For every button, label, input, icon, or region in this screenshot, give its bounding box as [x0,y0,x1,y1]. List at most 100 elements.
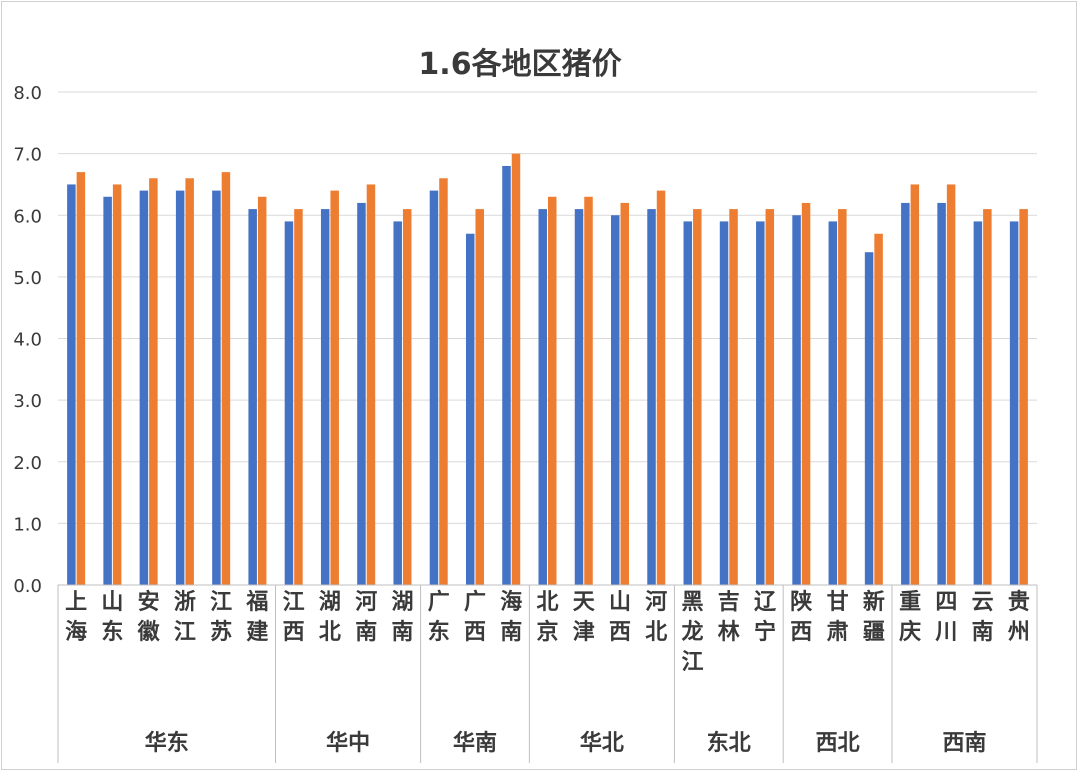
group-label: 华南 [453,730,497,756]
x-tick-label-char: 广 [428,589,450,615]
bar-series-2 [693,209,702,585]
x-tick-label-char: 疆 [863,620,885,645]
y-axis-tick-labels: 0.0 1.0 2.0 3.0 4.0 5.0 6.0 7.0 8.0 [13,83,42,597]
x-tick-label-char: 宁 [754,619,776,645]
bar-series-2 [221,172,231,586]
x-tick-label-char: 甘 [827,590,849,615]
bar-series-1 [719,221,729,585]
x-tick-label-char: 江 [682,650,704,675]
x-tick-label-char: 辽 [754,590,777,615]
x-tick-label-char: 山 [101,590,123,615]
x-tick-label-char: 湖 [319,590,341,615]
bar-series-1 [465,233,475,586]
bar-series-2 [983,209,992,585]
x-tick-label-char: 西 [609,620,631,645]
bar-series-2 [946,184,956,585]
x-tick-label-char: 安 [138,589,160,615]
x-tick-label-char: 江 [283,590,305,615]
bar-series-2 [330,190,339,585]
bar-series-1 [792,215,801,585]
y-tick-label: 3.0 [13,391,42,412]
bar-series-2 [838,209,847,585]
bar-series-2 [656,190,666,585]
bar-series-1 [67,184,76,585]
bar-series-2 [511,153,521,585]
x-tick-label-char: 川 [934,620,957,645]
x-tick-label-char: 贵 [1008,590,1030,615]
group-label: 西南 [942,731,986,756]
bar-series-1 [429,190,439,585]
x-tick-label-char: 重 [899,590,921,615]
bar-series-1 [1009,221,1019,585]
x-tick-label-char: 四 [935,590,957,615]
x-tick-label-char: 津 [573,619,595,645]
bar-series-1 [574,209,584,585]
bar-series-2 [185,178,194,585]
bar-series-1 [647,209,656,585]
x-tick-label-char: 东 [101,619,123,645]
y-tick-label: 1.0 [13,514,42,535]
bar-series-1 [502,165,511,585]
x-tick-label-char: 建 [246,620,268,645]
x-tick-label-char: 广 [464,589,486,615]
x-tick-label-char: 西 [464,620,486,645]
x-tick-label-char: 京 [536,619,558,645]
x-tick-label-char: 州 [1008,620,1030,645]
bar-series-1 [611,215,620,585]
x-axis-category-labels: 上海山东安徽浙江江苏福建江西湖北河南湖南广东广西海南北京天津山西河北黑龙江吉林辽… [65,589,1030,675]
bar-series-2 [765,209,775,585]
x-tick-label-char: 海 [65,619,87,645]
bar-series-2 [475,209,484,585]
bar-series-2 [439,178,448,585]
bar-series-1 [756,221,765,585]
x-tick-label-char: 北 [536,590,558,615]
x-tick-label-char: 南 [972,620,994,645]
x-tick-label-char: 东 [428,619,450,645]
bar-series-1 [901,202,910,586]
bar-series-1 [212,190,221,585]
x-tick-label-char: 河 [645,590,667,615]
bar-series-2 [801,202,811,586]
bar-series-1 [393,221,402,585]
bar-series-1 [937,202,946,586]
x-tick-label-char: 南 [355,620,377,645]
bars [67,153,1028,586]
x-tick-label-char: 苏 [210,619,232,645]
group-label: 东北 [707,730,751,756]
bar-series-1 [683,221,693,585]
x-tick-label-char: 浙 [174,590,196,615]
bar-series-2 [294,209,303,585]
x-axis-group-labels: 华东 华中 华南 华北 东北 西北 西南 [145,730,987,756]
x-tick-label-char: 湖 [391,590,413,615]
bar-series-1 [284,221,294,585]
group-label: 华北 [580,730,624,756]
x-tick-label-char: 吉 [718,589,740,615]
x-tick-label-char: 肃 [827,619,849,645]
bar-series-2 [910,184,920,585]
x-tick-label-char: 南 [500,620,522,645]
y-tick-label: 7.0 [13,145,42,166]
bar-series-2 [620,202,630,586]
x-tick-label-char: 福 [245,590,268,615]
x-tick-label-char: 新 [863,589,885,615]
gridlines [58,91,1037,524]
bar-series-2 [874,233,883,586]
bar-series-2 [1019,209,1028,585]
x-tick-label-char: 海 [500,589,522,615]
bar-series-2 [149,178,158,585]
bar-series-2 [729,209,738,585]
x-tick-label-char: 龙 [682,620,704,645]
bar-series-2 [584,196,593,585]
y-tick-label: 5.0 [13,268,42,289]
x-tick-label-char: 天 [573,590,596,615]
bar-series-1 [103,196,112,585]
bar-series-2 [257,196,267,585]
chart-title: 1.6各地区猪价 [418,47,621,82]
y-tick-label: 2.0 [13,453,42,474]
x-tick-label-char: 黑 [682,590,704,615]
x-axis [57,584,1038,763]
x-tick-label-char: 林 [718,620,740,645]
bar-series-2 [402,209,412,585]
